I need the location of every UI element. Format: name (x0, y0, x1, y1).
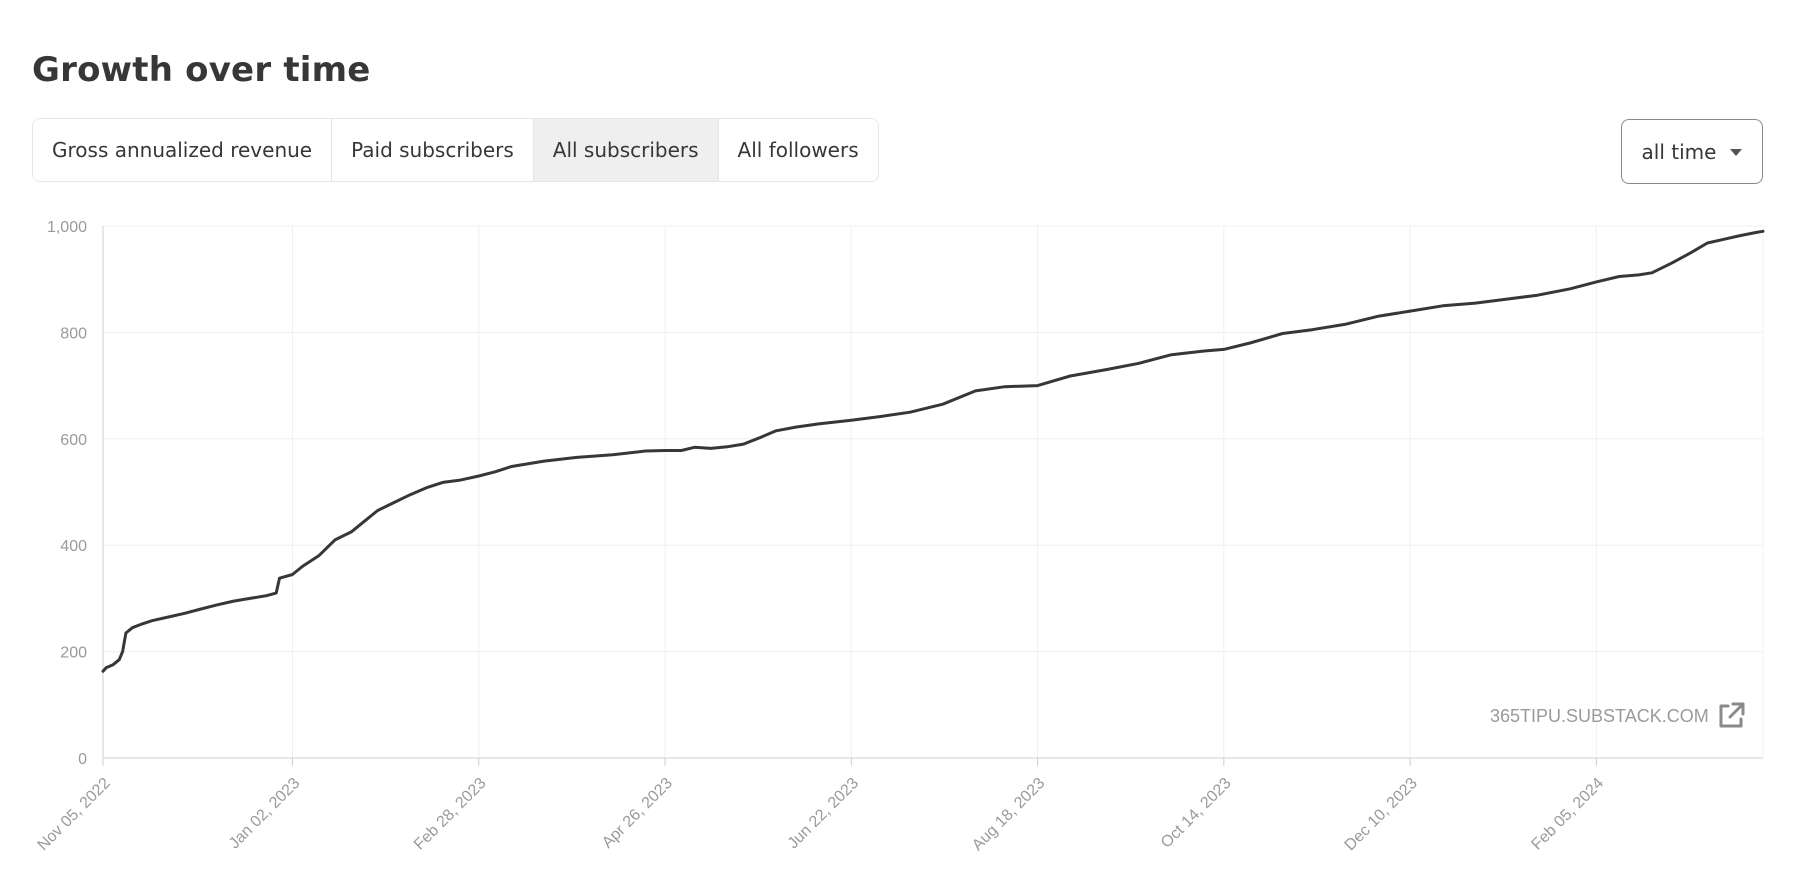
tab-gross-annualized-revenue[interactable]: Gross annualized revenue (33, 119, 333, 181)
x-tick-label: Nov 05, 2022 (34, 775, 113, 854)
tab-paid-subscribers[interactable]: Paid subscribers (332, 119, 534, 181)
y-axis-ticks: 0 200 400 600 800 1,000 (47, 219, 87, 768)
external-link-icon[interactable] (1715, 700, 1747, 732)
series-layer (101, 229, 1765, 673)
x-tick-label: Jun 22, 2023 (785, 775, 863, 853)
tab-all-followers[interactable]: All followers (718, 119, 878, 181)
y-tick-label: 0 (78, 751, 87, 768)
y-tick-label: 800 (60, 325, 87, 342)
y-tick-label: 1,000 (47, 219, 87, 236)
series-line-all-subscribers (101, 229, 1765, 673)
watermark-text: 365TIPU.SUBSTACK.COM (1490, 705, 1709, 726)
time-range-value: all time (1641, 139, 1717, 164)
y-tick-label: 400 (60, 538, 87, 555)
page-title: Growth over time (32, 50, 371, 90)
x-tick-label: Aug 18, 2023 (969, 775, 1048, 854)
metric-tabs: Gross annualized revenue Paid subscriber… (32, 118, 879, 182)
chart-axes (102, 226, 1763, 766)
x-tick-label: Feb 28, 2023 (411, 775, 490, 854)
x-tick-label: Feb 05, 2024 (1528, 775, 1607, 854)
y-tick-label: 200 (60, 645, 87, 662)
chart-grid (103, 225, 1764, 758)
time-range-select[interactable]: all time (1621, 119, 1763, 184)
publication-watermark: 365TIPU.SUBSTACK.COM (1490, 700, 1747, 732)
y-tick-label: 600 (60, 432, 87, 449)
x-tick-label: Dec 10, 2023 (1342, 775, 1421, 854)
x-tick-label: Apr 26, 2023 (599, 775, 676, 852)
x-tick-label: Oct 14, 2023 (1158, 775, 1235, 852)
x-axis-ticks: Nov 05, 2022 Jan 02, 2023 Feb 28, 2023 Apr … (34, 775, 1607, 854)
tab-all-subscribers[interactable]: All subscribers (533, 119, 719, 181)
chevron-down-icon (1730, 149, 1743, 156)
x-tick-label: Jan 02, 2023 (226, 775, 304, 853)
